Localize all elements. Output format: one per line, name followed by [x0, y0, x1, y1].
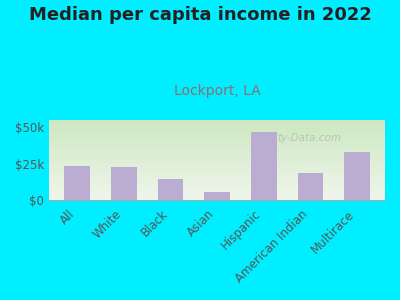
Bar [49, 130, 385, 131]
Bar [49, 129, 385, 130]
Bar [49, 151, 385, 152]
Bar [49, 196, 385, 197]
Bar [49, 124, 385, 125]
Bar [49, 179, 385, 180]
Bar [49, 158, 385, 159]
Bar [49, 185, 385, 186]
Bar [49, 176, 385, 177]
Bar [49, 171, 385, 172]
Bar [49, 145, 385, 146]
Bar [49, 147, 385, 148]
Bar [49, 163, 385, 164]
Bar [251, 132, 276, 200]
Bar [49, 132, 385, 133]
Text: Median per capita income in 2022: Median per capita income in 2022 [28, 6, 372, 24]
Bar [49, 155, 385, 156]
Title: Lockport, LA: Lockport, LA [174, 84, 260, 98]
Bar [49, 174, 385, 175]
Bar [49, 188, 385, 189]
Bar [49, 197, 385, 198]
Bar [49, 173, 385, 174]
Bar [49, 178, 385, 179]
Bar [49, 166, 385, 167]
Bar [49, 165, 385, 166]
Bar [49, 152, 385, 153]
Bar [111, 167, 136, 200]
Bar [49, 160, 385, 161]
Bar [49, 154, 385, 155]
Bar [158, 179, 183, 200]
Bar [49, 199, 385, 200]
Bar [49, 186, 385, 187]
Bar [49, 140, 385, 141]
Bar [49, 157, 385, 158]
Bar [49, 162, 385, 163]
Bar [49, 125, 385, 126]
Bar [49, 142, 385, 143]
Bar [49, 135, 385, 136]
Bar [49, 194, 385, 195]
Bar [49, 146, 385, 147]
Bar [49, 136, 385, 137]
Bar [49, 168, 385, 169]
Bar [49, 138, 385, 139]
Bar [49, 139, 385, 140]
Bar [49, 175, 385, 176]
Bar [49, 184, 385, 185]
Text: ty-Data.com: ty-Data.com [278, 133, 342, 142]
Bar [49, 177, 385, 178]
Bar [49, 195, 385, 196]
Bar [49, 153, 385, 154]
Bar [49, 193, 385, 194]
Bar [49, 123, 385, 124]
Bar [64, 166, 90, 200]
Bar [49, 192, 385, 193]
Bar [49, 156, 385, 157]
Bar [49, 133, 385, 134]
Bar [344, 152, 370, 200]
Bar [49, 189, 385, 190]
Bar [49, 121, 385, 122]
Bar [49, 169, 385, 170]
Bar [49, 131, 385, 132]
Bar [49, 122, 385, 123]
Bar [49, 167, 385, 168]
Bar [49, 181, 385, 182]
Bar [49, 183, 385, 184]
Bar [49, 191, 385, 192]
Bar [49, 141, 385, 142]
Bar [49, 198, 385, 199]
Bar [49, 126, 385, 127]
Bar [49, 159, 385, 160]
Bar [49, 190, 385, 191]
Bar [49, 149, 385, 150]
Bar [49, 182, 385, 183]
Bar [49, 172, 385, 173]
Bar [49, 128, 385, 129]
Bar [49, 137, 385, 138]
Bar [298, 173, 323, 200]
Bar [49, 180, 385, 181]
Bar [49, 164, 385, 165]
Bar [204, 192, 230, 200]
Bar [49, 144, 385, 145]
Bar [49, 143, 385, 144]
Bar [49, 127, 385, 128]
Bar [49, 170, 385, 171]
Bar [49, 134, 385, 135]
Bar [49, 187, 385, 188]
Bar [49, 148, 385, 149]
Bar [49, 120, 385, 121]
Bar [49, 150, 385, 151]
Bar [49, 161, 385, 162]
